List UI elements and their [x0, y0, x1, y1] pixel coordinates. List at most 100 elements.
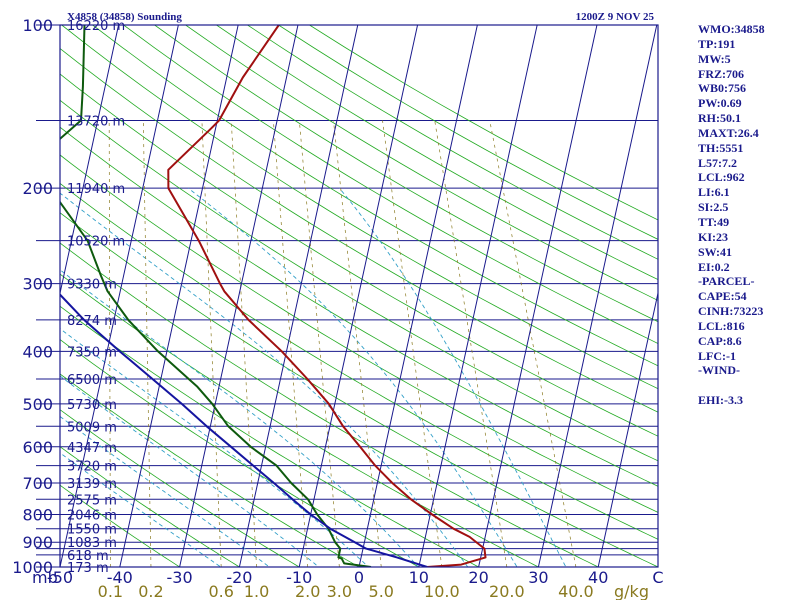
isotherm [60, 25, 179, 567]
index-line: PW:0.69 [698, 96, 742, 111]
pressure-tick-label: 800 [22, 505, 53, 524]
isotherm [597, 290, 658, 567]
index-line: RH:50.1 [698, 111, 741, 126]
temperature-unit-label: C [652, 568, 663, 587]
temperature-tick-label: -20 [226, 568, 252, 587]
index-line: CINH:73223 [698, 304, 764, 319]
index-line: EI:0.2 [698, 259, 730, 274]
index-line: MW:5 [698, 51, 731, 66]
pressure-tick-label: 700 [22, 474, 53, 493]
index-line: EHI:-3.3 [698, 393, 743, 408]
index-line: LI:6.1 [698, 185, 730, 200]
mixing-ratio-label: 20.0 [489, 582, 525, 600]
isotherm [537, 25, 658, 567]
parcel-profile-line [60, 293, 428, 567]
dry-adiabat [61, 25, 658, 390]
height-label: 6500 m [67, 373, 117, 388]
mixing-ratio-labels: 0.1 0.2 0.6 1.0 2.0 3.0 5.0 10.0 20.0 40.0 [98, 582, 594, 600]
isotherm [298, 25, 419, 567]
mixing-ratio-label: 0.2 [138, 582, 163, 600]
temperature-tick-label: 40 [588, 568, 608, 587]
moist-adiabats [60, 187, 567, 567]
dry-adiabat [92, 25, 658, 367]
height-label: 5730 m [67, 398, 117, 413]
isotherm [418, 25, 538, 567]
height-label: 618 m [67, 549, 109, 564]
mixing-ratio-line [272, 120, 309, 567]
index-line: KI:23 [698, 229, 728, 244]
height-label: 7350 m [67, 345, 117, 360]
height-label: 5009 m [67, 420, 117, 435]
temperature-tick-label: -10 [286, 568, 312, 587]
height-label: 11940 m [67, 182, 125, 197]
index-line: TT:49 [698, 214, 730, 229]
temperature-tick-label: -50 [47, 568, 73, 587]
index-line: LCL:962 [698, 170, 745, 185]
dry-adiabat [60, 446, 241, 567]
mixing-ratio-line [382, 120, 443, 567]
height-label: 1083 m [67, 536, 117, 551]
temperature-profile-line [167, 25, 487, 567]
index-line: LFC:-1 [698, 348, 736, 363]
dry-adiabat [60, 339, 420, 567]
index-line: WB0:756 [698, 81, 746, 96]
index-line [698, 378, 798, 393]
mixing-ratio-label: 0.1 [98, 582, 123, 600]
index-line: -WIND- [698, 363, 740, 378]
mixing-ratio-line [108, 120, 111, 567]
dry-adiabat [123, 25, 658, 344]
index-line: CAP:8.6 [698, 333, 742, 348]
height-label: 2046 m [67, 508, 117, 523]
temperature-tick-label: -30 [167, 568, 193, 587]
height-label: 3720 m [67, 460, 117, 475]
mixing-ratio-label: 10.0 [424, 582, 460, 600]
index-line: LCL:816 [698, 318, 745, 333]
chart-title: X4858 (34858) Sounding [67, 11, 182, 23]
temperature-tick-label: 10 [409, 568, 429, 587]
pressure-tick-label: 200 [22, 179, 53, 198]
dry-adiabat [60, 273, 540, 567]
temperature-tick-label: 30 [528, 568, 548, 587]
dry-adiabats [60, 25, 658, 567]
sounding-profiles [60, 25, 487, 567]
moist-adiabat [60, 415, 271, 567]
height-label: 9330 m [67, 278, 117, 293]
temperature-tick-label: 0 [354, 568, 364, 587]
index-line: -PARCEL- [698, 274, 755, 289]
chart-datetime: 1200Z 9 NOV 25 [576, 11, 655, 23]
pressure-tick-label: 600 [22, 438, 53, 457]
mixing-ratio-label: 1.0 [244, 582, 269, 600]
background-lines [60, 25, 658, 567]
isotherm [179, 25, 299, 567]
isotherm [60, 25, 120, 296]
isotherms [60, 25, 658, 567]
pressure-tick-label: 1000 [12, 558, 53, 577]
pressure-tick-label: 500 [22, 395, 53, 414]
height-label: 4347 m [67, 441, 117, 456]
sounding-indices-panel: WMO:34858 TP:191 MW:5 FRZ:706 WB0:756 PW:0.69… [698, 22, 798, 408]
dry-adiabat [247, 25, 658, 260]
dry-adiabat [60, 409, 301, 567]
index-line: SW:41 [698, 244, 733, 259]
moist-adiabat [188, 187, 518, 567]
index-line: WMO:34858 [698, 22, 765, 36]
plot-frame [59, 24, 659, 568]
mixing-ratio-line [298, 120, 340, 567]
dry-adiabat [185, 25, 658, 301]
mixing-ratio-unit: g/kg [614, 582, 649, 600]
temperature-tick-label: 20 [468, 568, 488, 587]
dry-adiabat [60, 47, 658, 413]
index-line: MAXT:26.4 [698, 125, 759, 140]
height-label: 10520 m [67, 235, 125, 250]
dry-adiabat [60, 99, 658, 462]
temperature-tick-label: -40 [107, 568, 133, 587]
isotherm [238, 25, 359, 567]
dry-adiabat [154, 25, 658, 323]
height-label: 13720 m [67, 114, 125, 129]
index-line: FRZ:706 [698, 66, 744, 81]
mixing-ratio-label: 40.0 [558, 582, 594, 600]
isotherm [119, 25, 239, 567]
height-label: 2575 m [67, 493, 117, 508]
moist-adiabat [60, 328, 370, 567]
index-line: TP:191 [698, 36, 736, 51]
